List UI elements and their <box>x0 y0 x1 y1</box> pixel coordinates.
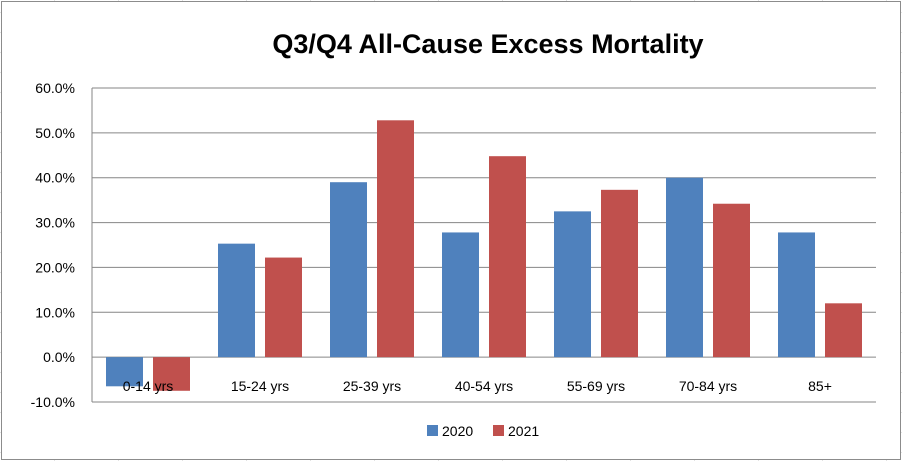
bar-2020-3 <box>442 232 479 358</box>
bar-2021-6 <box>825 303 862 358</box>
gridlines <box>91 87 876 403</box>
bar-2021-2 <box>377 120 414 358</box>
legend-swatch-2021 <box>493 425 504 436</box>
x-tick-label: 85+ <box>808 378 832 394</box>
bar-2021-0 <box>153 357 190 391</box>
bars <box>106 120 862 391</box>
y-tick-label: 0.0% <box>43 349 75 365</box>
y-tick-label: 60.0% <box>35 80 75 96</box>
bar-2021-5 <box>713 203 750 358</box>
x-tick-label: 40-54 yrs <box>455 378 513 394</box>
legend-swatch-2020 <box>427 425 438 436</box>
legend-label: 2020 <box>442 423 473 439</box>
y-axis-ticks: -10.0% 0.0% 10.0% 20.0% 30.0% 40.0% 50.0% 60.0% <box>31 80 75 410</box>
y-tick-label: 50.0% <box>35 125 75 141</box>
bar-2020-2 <box>330 182 367 358</box>
y-tick-label: 20.0% <box>35 259 75 275</box>
y-tick-label: 40.0% <box>35 170 75 186</box>
bar-2020-6 <box>778 232 815 358</box>
bar-2020-5 <box>666 177 703 358</box>
x-axis-labels: 0-14 yrs 15-24 yrs 25-39 yrs 40-54 yrs 55-69… <box>123 378 832 394</box>
bar-2021-4 <box>601 189 638 358</box>
bar-2020-1 <box>218 243 255 358</box>
bar-2020-0 <box>106 357 143 387</box>
y-tick-label: -10.0% <box>31 394 75 410</box>
legend-label: 2021 <box>508 423 539 439</box>
bar-2021-3 <box>489 156 526 358</box>
bar-2020-4 <box>554 211 591 358</box>
x-tick-label: 70-84 yrs <box>679 378 737 394</box>
bar-2021-1 <box>265 257 302 358</box>
y-tick-label: 10.0% <box>35 304 75 320</box>
x-tick-label: 0-14 yrs <box>123 378 174 394</box>
x-tick-label: 15-24 yrs <box>231 378 289 394</box>
chart-title: Q3/Q4 All-Cause Excess Mortality <box>272 29 703 59</box>
legend: 2020 2021 <box>427 423 539 439</box>
y-tick-label: 30.0% <box>35 215 75 231</box>
x-tick-label: 55-69 yrs <box>567 378 625 394</box>
x-tick-label: 25-39 yrs <box>343 378 401 394</box>
